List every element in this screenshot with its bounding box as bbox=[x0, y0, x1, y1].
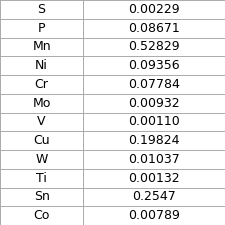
Text: V: V bbox=[37, 115, 46, 128]
Text: 0.09356: 0.09356 bbox=[128, 59, 180, 72]
Text: 0.2547: 0.2547 bbox=[132, 190, 176, 203]
Text: Cr: Cr bbox=[35, 78, 49, 91]
Text: Ni: Ni bbox=[35, 59, 48, 72]
Text: 0.00789: 0.00789 bbox=[128, 209, 180, 222]
Text: Co: Co bbox=[34, 209, 50, 222]
Text: 0.19824: 0.19824 bbox=[128, 134, 180, 147]
Text: 0.00229: 0.00229 bbox=[128, 3, 180, 16]
Text: 0.07784: 0.07784 bbox=[128, 78, 180, 91]
Text: 0.00132: 0.00132 bbox=[128, 172, 180, 185]
Text: P: P bbox=[38, 22, 45, 35]
Text: Cu: Cu bbox=[33, 134, 50, 147]
Text: 0.00110: 0.00110 bbox=[128, 115, 180, 128]
Text: W: W bbox=[36, 153, 48, 166]
Text: Mn: Mn bbox=[32, 40, 51, 53]
Text: 0.00932: 0.00932 bbox=[128, 97, 180, 110]
Text: 0.01037: 0.01037 bbox=[128, 153, 180, 166]
Text: S: S bbox=[38, 3, 46, 16]
Text: Ti: Ti bbox=[36, 172, 47, 185]
Text: 0.52829: 0.52829 bbox=[128, 40, 180, 53]
Text: Mo: Mo bbox=[32, 97, 51, 110]
Text: Sn: Sn bbox=[34, 190, 50, 203]
Text: 0.08671: 0.08671 bbox=[128, 22, 180, 35]
